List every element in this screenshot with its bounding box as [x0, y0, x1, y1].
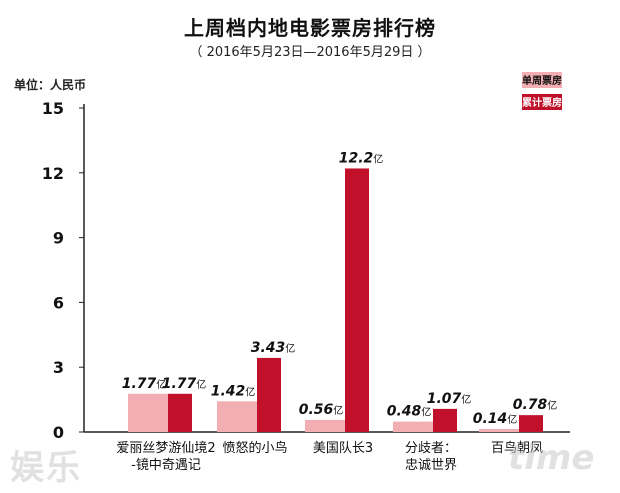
category-label: 百鸟朝凤	[491, 440, 543, 456]
value-label-total-unit: 亿	[285, 342, 295, 355]
legend-swatch-weekly: 单周票房	[522, 71, 562, 88]
value-label-total: 1.07亿	[427, 391, 472, 407]
bar-weekly	[393, 421, 433, 432]
category-label: 爱丽丝梦游仙境2	[116, 441, 215, 456]
y-tick-label: 6	[53, 293, 64, 312]
y-tick-label: 3	[53, 358, 64, 377]
value-label-total: 3.43亿	[251, 340, 296, 356]
chart-title: 上周档内地电影票房排行榜	[184, 16, 436, 40]
value-label-weekly: 1.42亿	[211, 383, 256, 399]
value-label-total: 0.78亿	[513, 397, 558, 413]
y-tick-label: 0	[53, 423, 64, 442]
bar-total	[345, 168, 369, 433]
value-label-total-unit: 亿	[373, 152, 383, 165]
value-label-total: 12.2亿	[339, 150, 384, 166]
bar-total	[519, 415, 543, 432]
y-tick-label: 12	[42, 164, 64, 183]
legend-label-weekly: 单周票房	[522, 76, 562, 87]
value-label-weekly: 1.77亿	[122, 376, 167, 392]
bar-weekly	[128, 393, 168, 432]
y-tick-label: 15	[42, 99, 64, 118]
watermark-right: time	[508, 438, 595, 478]
value-label-total-unit: 亿	[547, 399, 557, 412]
chart-subtitle: （ 2016年5月23日—2016年5月29日 ）	[189, 45, 431, 60]
legend-item-weekly: 单周票房	[522, 70, 562, 89]
bar-total	[433, 408, 457, 432]
value-label-weekly: 0.48亿	[387, 404, 432, 420]
value-label-weekly: 0.14亿	[473, 411, 518, 427]
value-label-total-unit: 亿	[196, 378, 206, 391]
value-label-total: 1.77亿	[162, 376, 207, 392]
category-label: 分歧者：	[405, 441, 457, 456]
bar-weekly	[479, 428, 519, 432]
legend-item-total: 累计票房	[522, 92, 562, 111]
legend-label-total: 累计票房	[522, 98, 562, 109]
category-label: -镜中奇遇记	[131, 457, 201, 473]
bar-weekly	[217, 401, 257, 432]
bar-total	[168, 393, 192, 432]
legend: 单周票房 累计票房	[522, 70, 562, 114]
y-tick-label: 9	[53, 229, 64, 248]
unit-label: 单位：人民币	[14, 78, 87, 92]
value-label-weekly-unit: 亿	[333, 404, 343, 417]
value-label-weekly-unit: 亿	[245, 385, 255, 398]
category-label: 忠诚世界	[405, 458, 457, 473]
value-label-weekly: 0.56亿	[299, 402, 344, 418]
bar-weekly	[305, 419, 345, 432]
watermark-left: 娱乐	[10, 448, 82, 488]
category-label: 愤怒的小鸟	[222, 440, 287, 456]
bar-total	[257, 357, 281, 432]
value-label-weekly-unit: 亿	[421, 406, 431, 419]
value-label-weekly-unit: 亿	[507, 413, 517, 426]
value-label-weekly-unit: 亿	[156, 378, 166, 391]
value-label-total-unit: 亿	[461, 393, 471, 406]
category-label: 美国队长3	[313, 441, 373, 456]
legend-swatch-total: 累计票房	[522, 93, 562, 110]
